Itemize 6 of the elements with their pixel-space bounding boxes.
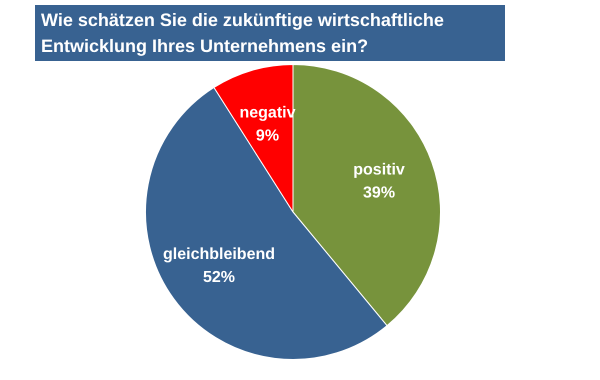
data-label: 52% [203,269,236,286]
slice-label: positiv [353,161,405,178]
data-label: 39% [363,184,396,202]
chart-title: Wie schätzen Sie die zukünftige wirtschaftliche Entwicklung Ihres Unternehmens ein? [35,5,505,61]
slice-label: gleichbleibend [163,246,276,264]
data-label: 9% [256,128,280,145]
